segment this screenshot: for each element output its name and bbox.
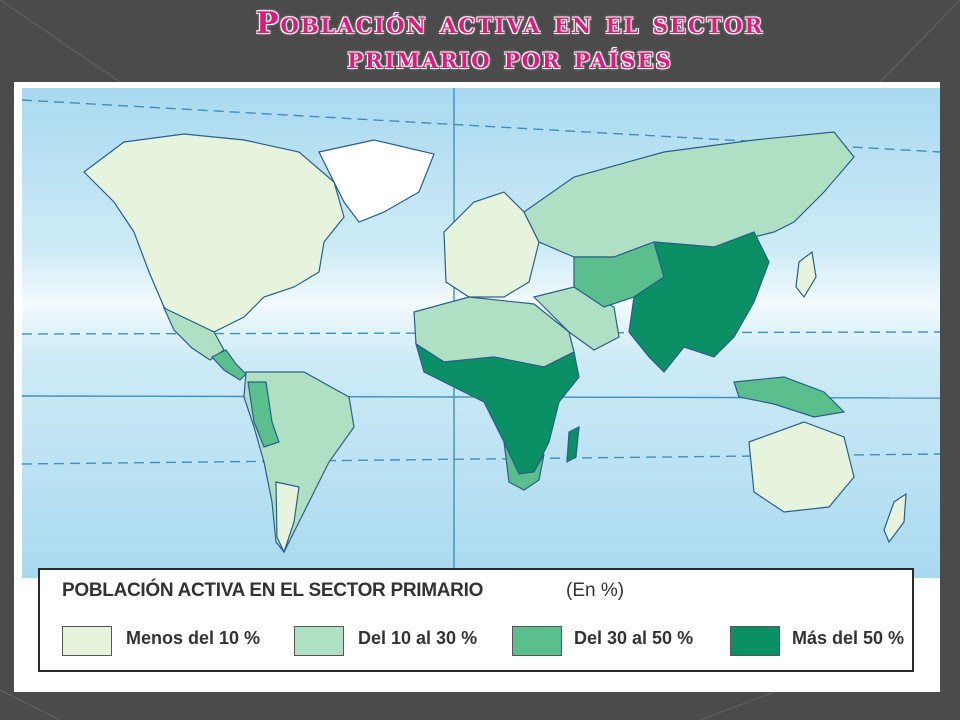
mexico bbox=[162, 306, 225, 361]
page-title: Población activa en el sector primario p… bbox=[140, 6, 880, 76]
world-map: POBLACIÓN ACTIVA EN EL SECTOR PRIMARIO (… bbox=[14, 82, 940, 692]
africa-sahel bbox=[414, 342, 580, 475]
legend-unit: (En %) bbox=[566, 580, 625, 601]
north-america bbox=[83, 133, 345, 333]
legend-swatch-mas-50 bbox=[730, 626, 780, 656]
title-line-1: Población activa en el sector bbox=[255, 6, 765, 41]
south-america-south bbox=[275, 481, 300, 554]
legend-swatch-10-30 bbox=[294, 626, 344, 656]
japan bbox=[795, 250, 817, 299]
madagascar bbox=[566, 425, 580, 464]
legend-label-menos-10: Menos del 10 % bbox=[126, 628, 261, 648]
southeast-asia bbox=[733, 376, 846, 418]
legend-swatch-30-50 bbox=[512, 626, 562, 656]
legend-label-30-50: Del 30 al 50 % bbox=[574, 628, 694, 648]
greenland bbox=[318, 139, 435, 223]
australia bbox=[748, 421, 855, 513]
legend-swatch-menos-10 bbox=[62, 626, 112, 656]
legend: POBLACIÓN ACTIVA EN EL SECTOR PRIMARIO (… bbox=[38, 568, 914, 672]
europe bbox=[443, 191, 540, 298]
title-line-2: primario por países bbox=[347, 41, 673, 76]
legend-label-10-30: Del 10 al 30 % bbox=[358, 628, 478, 648]
new-zealand bbox=[883, 492, 907, 544]
africa-south bbox=[503, 441, 545, 491]
legend-title: POBLACIÓN ACTIVA EN EL SECTOR PRIMARIO bbox=[62, 580, 484, 601]
landmasses bbox=[83, 131, 907, 554]
legend-label-mas-50: Más del 50 % bbox=[792, 628, 905, 648]
china-south-asia bbox=[628, 231, 770, 373]
south-america-andes bbox=[247, 381, 280, 448]
